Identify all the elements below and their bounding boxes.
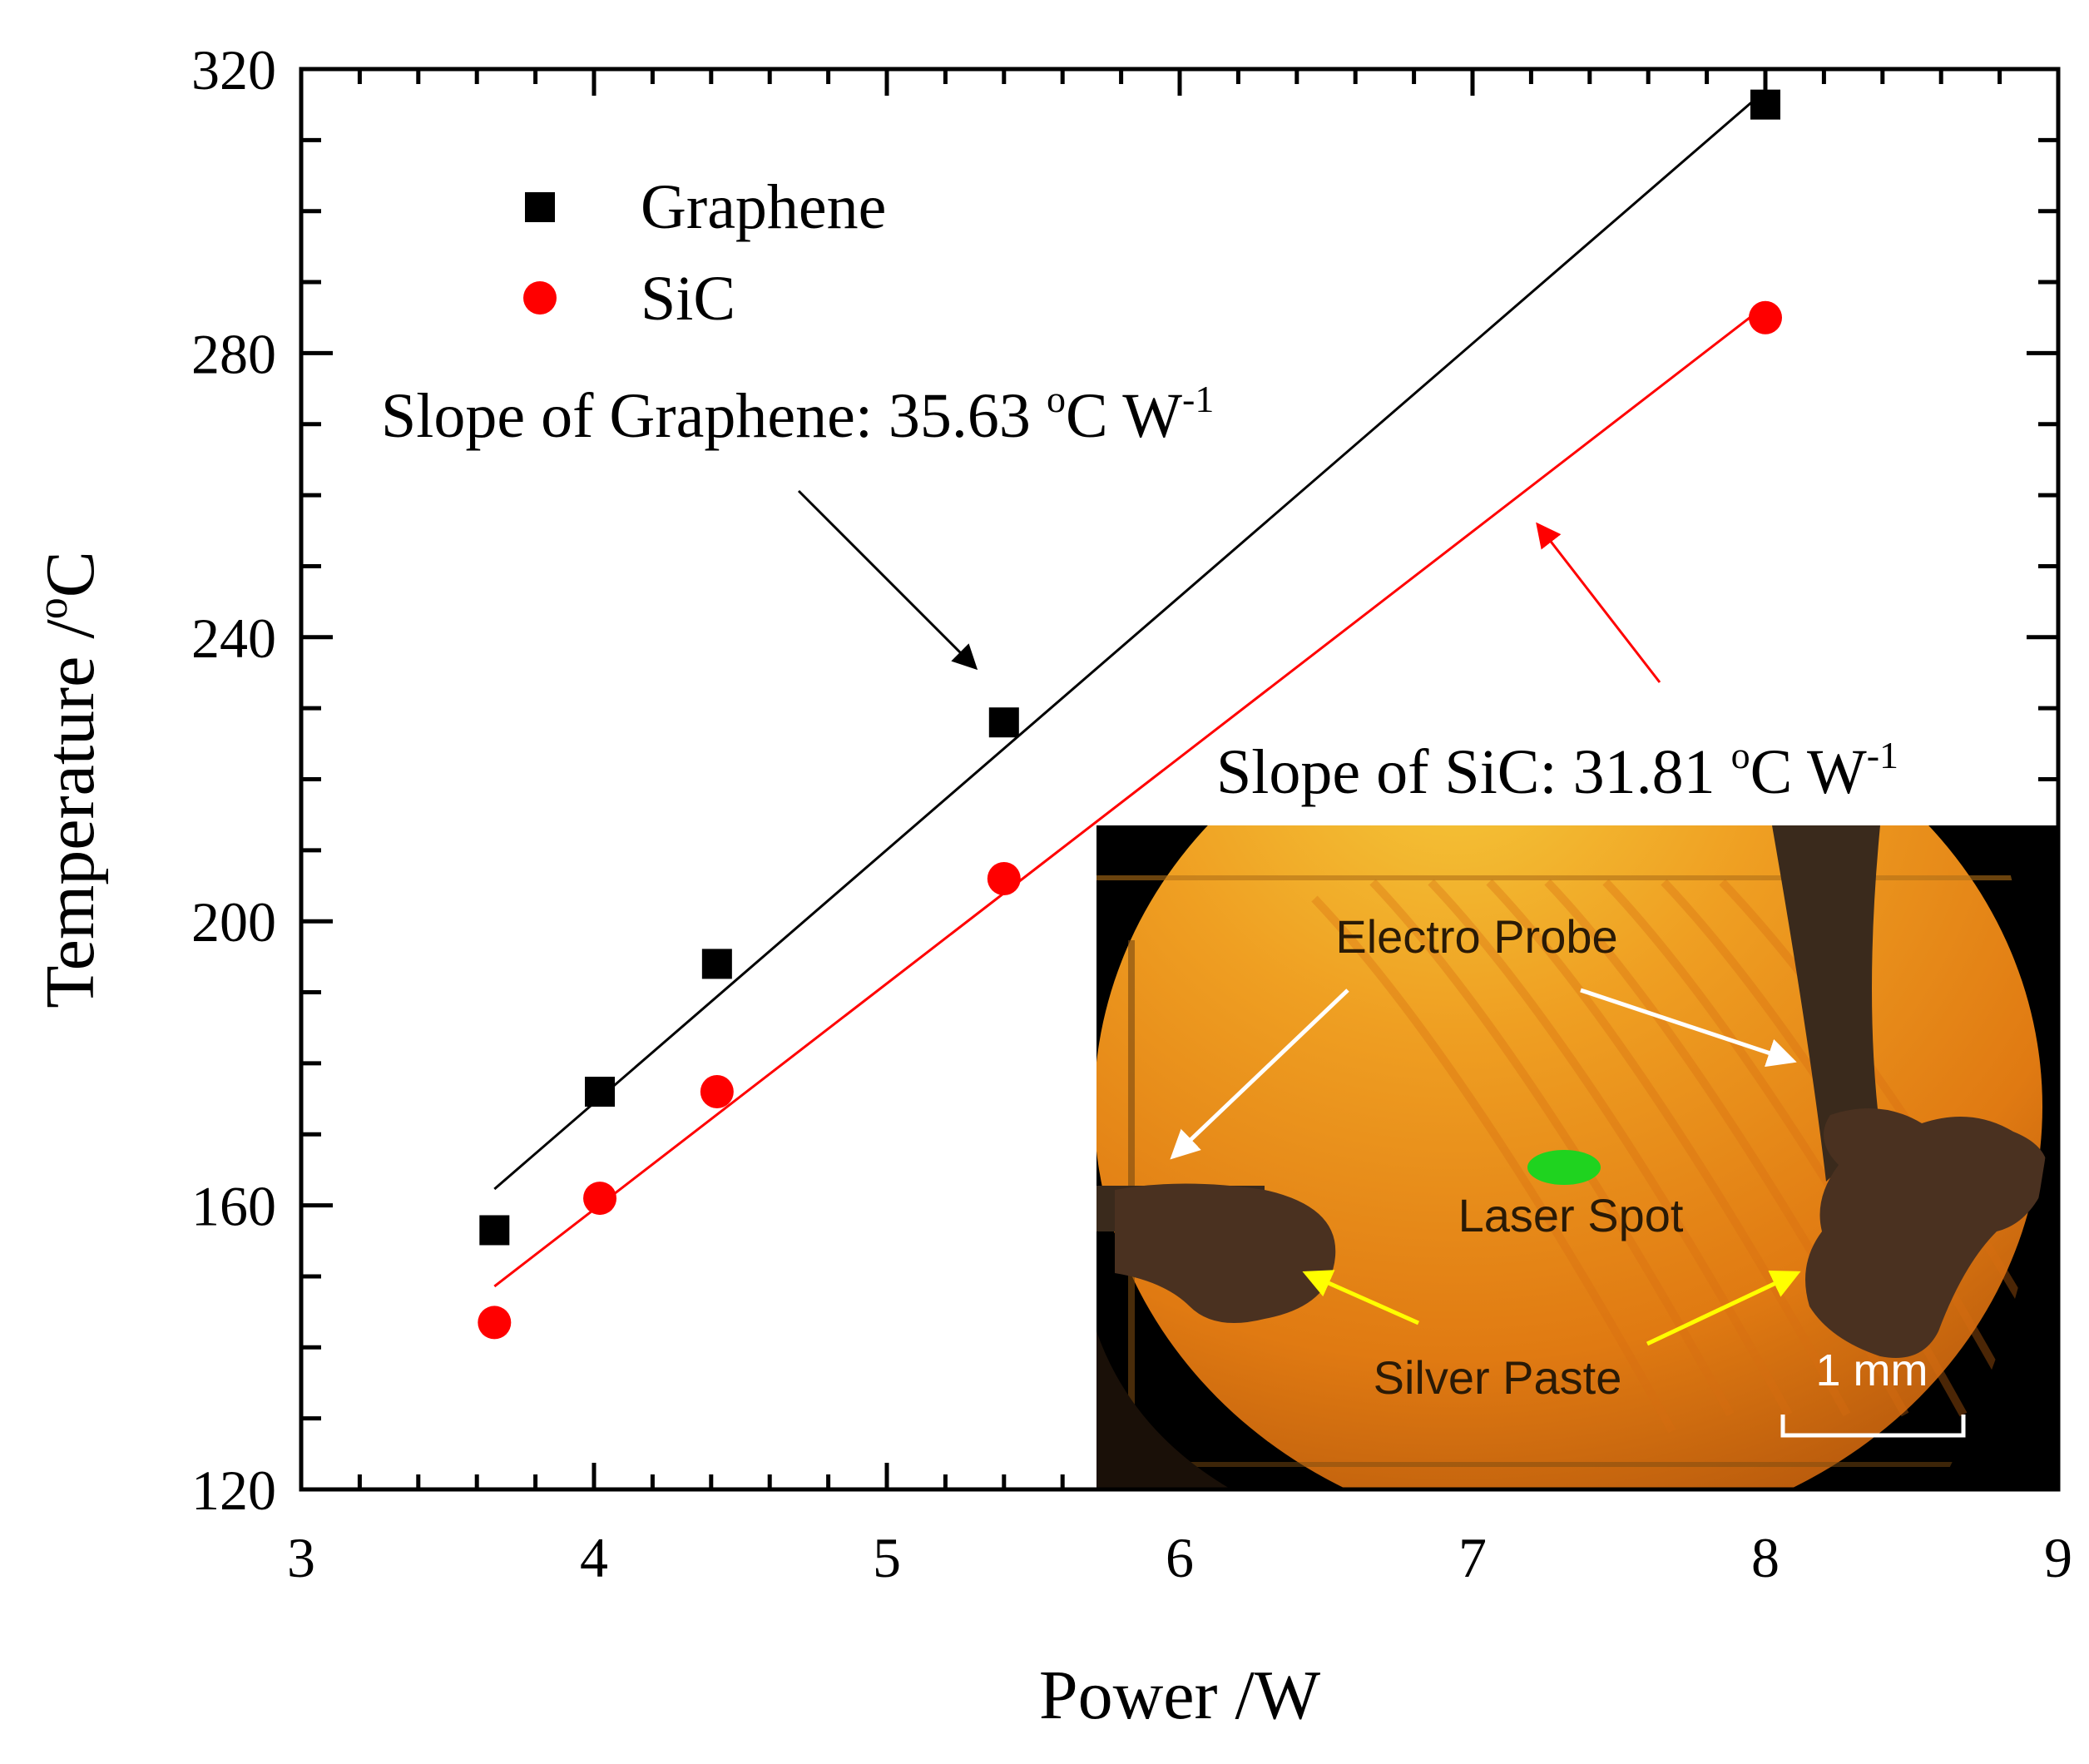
sic-slope-unit: C W	[1750, 737, 1867, 807]
silver-paste-arrow-left	[1302, 1270, 1420, 1325]
y-tick-label: 160	[191, 1175, 276, 1238]
graphene-slope-degree: o	[1047, 378, 1066, 420]
legend-graphene-label: Graphene	[641, 172, 886, 242]
y-tick-label: 240	[191, 607, 276, 670]
graphene-data-point	[585, 1077, 616, 1107]
x-tick-label: 4	[580, 1526, 608, 1589]
graphene-slope-annotation: Slope of Graphene: 35.63 oC W-1	[381, 378, 1214, 451]
sic-data-point	[987, 861, 1021, 895]
silver-paste-label: Silver Paste	[1374, 1351, 1622, 1404]
plot-frame	[299, 67, 2061, 1492]
graphene-slope-unit: C W	[1066, 381, 1182, 451]
sic-data-point	[478, 1306, 512, 1340]
legend-graphene-marker	[525, 192, 555, 222]
left-silver-paste	[1115, 1183, 1336, 1323]
right-silver-paste	[1805, 1108, 2048, 1358]
sic-slope-text: Slope of SiC: 31.81	[1216, 737, 1731, 807]
inset-micrograph: Electro Probe Laser Spot Silver Paste 1 …	[1096, 825, 2058, 1489]
sic-slope-annotation: Slope of SiC: 31.81 oC W-1	[1216, 734, 1898, 807]
legend: Graphene SiC	[523, 172, 886, 334]
y-tick-label: 320	[191, 38, 276, 102]
y-tick-label: 120	[191, 1459, 276, 1522]
scale-bar	[1780, 1415, 1966, 1438]
x-tick-label: 7	[1458, 1526, 1487, 1589]
sic-data-point	[583, 1182, 617, 1216]
y-axis-title: Temperature /oC	[29, 551, 109, 1008]
y-tick-label: 200	[191, 890, 276, 954]
graphene-data-point	[479, 1215, 510, 1246]
laser-spot-marker	[1527, 1150, 1601, 1185]
graphene-slope-arrow	[797, 489, 978, 671]
y-tick-label: 280	[191, 322, 276, 385]
x-tick-label: 3	[287, 1526, 315, 1589]
y-axis-title-main: Temperature /	[32, 619, 109, 1008]
y-axis-title-degree: o	[29, 597, 77, 619]
x-axis-title: Power /W	[1039, 1657, 1321, 1734]
x-tick-label: 6	[1166, 1526, 1194, 1589]
graphene-data-point	[988, 707, 1019, 738]
data-markers	[478, 89, 1782, 1340]
scale-bar-label: 1 mm	[1816, 1345, 1928, 1395]
silver-paste-arrow-right	[1646, 1270, 1801, 1346]
electro-probe-arrow-left	[1170, 989, 1349, 1160]
x-tick-label: 9	[2044, 1526, 2072, 1589]
electro-probe-label: Electro Probe	[1335, 910, 1617, 963]
graphene-data-point	[701, 949, 732, 979]
sic-fit-line	[493, 305, 1766, 1288]
graphene-slope-exponent: -1	[1182, 378, 1214, 420]
legend-sic-label: SiC	[641, 264, 735, 334]
x-tick-label: 8	[1751, 1526, 1780, 1589]
legend-sic-marker	[523, 281, 557, 315]
sic-slope-degree: o	[1731, 734, 1750, 776]
right-probe	[1772, 825, 1880, 1182]
graphene-slope-text: Slope of Graphene: 35.63	[381, 381, 1047, 451]
tick-labels: 3 4 5 6 7 8 9 120 160 200 240 280 320	[191, 38, 2072, 1589]
inset-rim-right	[1938, 825, 2058, 1489]
inset-rim-left	[1096, 1331, 1231, 1489]
sic-slope-arrow	[1536, 522, 1661, 683]
sic-data-point	[1749, 300, 1782, 334]
x-tick-label: 5	[873, 1526, 901, 1589]
sic-slope-exponent: -1	[1867, 734, 1898, 776]
y-axis-title-unit: C	[32, 551, 109, 597]
graphene-fit-line	[493, 89, 1766, 1191]
electro-probe-arrow-right	[1580, 988, 1797, 1068]
graphene-data-point	[1750, 89, 1780, 120]
sic-data-point	[700, 1075, 734, 1109]
laser-spot-label: Laser Spot	[1458, 1189, 1684, 1241]
